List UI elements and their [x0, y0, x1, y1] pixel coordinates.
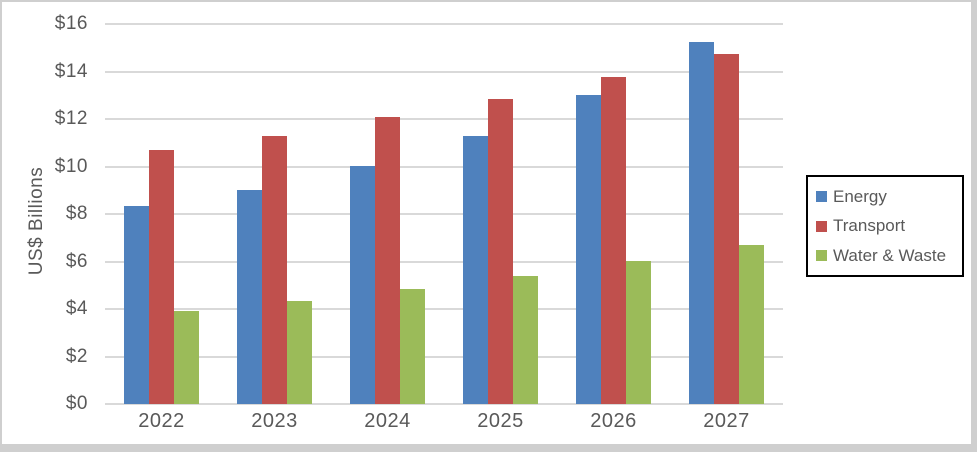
- y-axis-tick-label: $6: [65, 250, 88, 272]
- bar-transport-2027: [714, 54, 739, 404]
- legend-swatch: [816, 191, 827, 202]
- legend-item: Energy: [816, 187, 962, 207]
- legend: Energy Transport Water & Waste: [806, 175, 964, 277]
- bar-water-waste-2025: [513, 276, 538, 404]
- gridline: [105, 23, 783, 25]
- bar-transport-2024: [375, 117, 400, 404]
- legend-label: Water & Waste: [833, 245, 947, 265]
- y-axis-tick-label: $14: [54, 60, 88, 82]
- y-axis-tick-label: $0: [65, 393, 88, 414]
- y-axis-tick-label: $10: [54, 155, 88, 177]
- bar-transport-2026: [601, 77, 626, 404]
- gridline: [105, 355, 783, 358]
- gridline: [105, 118, 783, 120]
- x-axis-label: 2023: [251, 410, 298, 432]
- gridline: [105, 165, 783, 168]
- legend-label: Transport: [833, 216, 906, 235]
- bar-energy-2026: [576, 95, 601, 404]
- bar-water-waste-2023: [287, 301, 312, 404]
- bar-energy-2024: [350, 166, 375, 404]
- gridline: [105, 308, 783, 310]
- legend-swatch: [816, 220, 827, 232]
- x-axis-label: 2022: [138, 410, 185, 432]
- legend-label: Energy: [833, 186, 887, 206]
- bar-transport-2025: [488, 99, 513, 404]
- bar-energy-2023: [237, 190, 262, 404]
- x-axis-label: 2026: [590, 410, 637, 432]
- bar-energy-2027: [689, 42, 714, 404]
- bar-transport-2023: [262, 136, 287, 404]
- bar-water-waste-2026: [626, 261, 651, 404]
- plot-area: [105, 23, 783, 405]
- x-axis-label: 2024: [364, 410, 411, 432]
- bar-energy-2022: [124, 206, 149, 404]
- bar-water-waste-2027: [739, 245, 764, 404]
- y-axis-tick-label: $12: [54, 108, 88, 129]
- x-axis-label: 2025: [477, 410, 524, 432]
- bar-water-waste-2022: [174, 311, 199, 404]
- bar-transport-2022: [149, 150, 174, 404]
- gridline: [105, 213, 783, 215]
- legend-item: Water & Waste: [816, 246, 962, 266]
- legend-item: Transport: [816, 216, 962, 236]
- bar-water-waste-2024: [400, 289, 425, 404]
- bar-energy-2025: [463, 136, 488, 404]
- legend-swatch: [816, 250, 827, 261]
- y-axis-tick-label: $16: [54, 13, 88, 34]
- x-axis-label: 2027: [703, 410, 750, 432]
- y-axis-tick-label: $2: [65, 345, 88, 367]
- y-axis-tick-label: $8: [65, 203, 88, 224]
- gridline: [105, 260, 783, 263]
- y-axis-tick-label: $4: [65, 298, 88, 319]
- gridline: [105, 403, 783, 405]
- gridline: [105, 70, 783, 73]
